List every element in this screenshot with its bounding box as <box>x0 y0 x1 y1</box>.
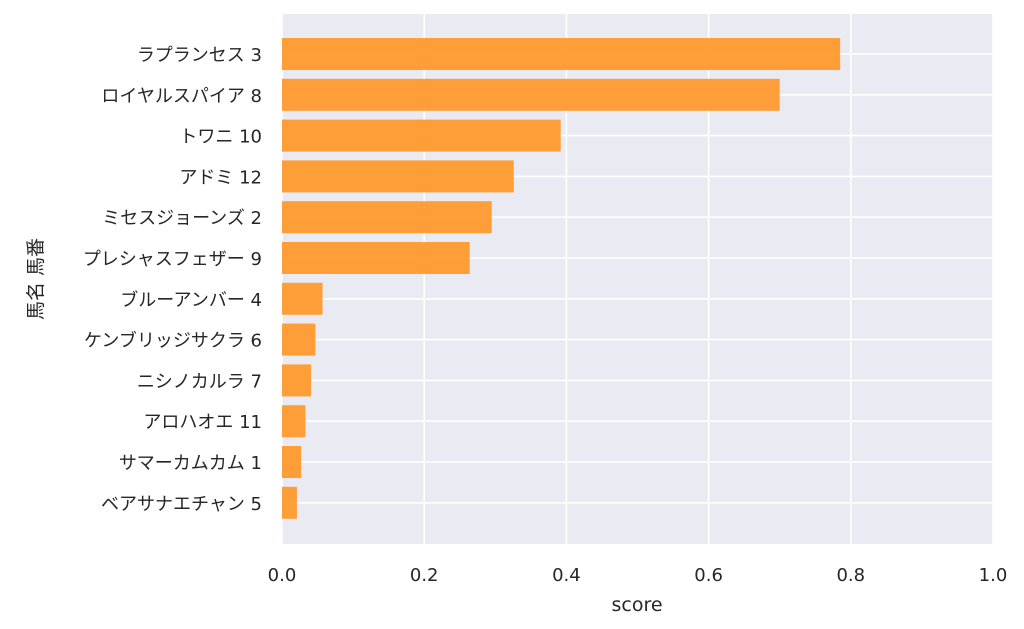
bars <box>282 38 841 519</box>
bar <box>282 78 780 111</box>
y-axis-label: 馬名 馬番 <box>25 238 47 320</box>
y-tick-label: ニシノカルラ 7 <box>137 371 262 392</box>
x-tick-labels: 0.0 0.2 0.4 0.6 0.8 1.0 <box>268 565 1008 586</box>
y-tick-label: ベアサナエチャン 5 <box>101 494 262 515</box>
bar <box>282 38 841 70</box>
y-tick-label: ミセスジョーンズ 2 <box>102 208 262 229</box>
y-tick-label: ブルーアンバー 4 <box>120 289 262 311</box>
bar <box>282 405 306 438</box>
y-tick-label: プレシャスフェザー 9 <box>83 249 262 270</box>
x-tick-label: 0.0 <box>268 565 297 586</box>
y-tick-label: ロイヤルスパイア 8 <box>101 86 262 107</box>
y-tick-label: アロハオエ 11 <box>143 412 262 433</box>
bar <box>282 446 302 478</box>
y-tick-label: トワニ 10 <box>179 127 262 148</box>
x-tick-label: 1.0 <box>979 565 1008 586</box>
y-tick-label: サマーカムカム 1 <box>119 453 262 474</box>
x-tick-label: 0.4 <box>552 565 581 586</box>
bar <box>282 364 312 397</box>
y-tick-label: アドミ 12 <box>179 167 262 188</box>
x-axis-label: score <box>611 594 662 616</box>
bar <box>282 160 514 193</box>
x-tick-label: 0.6 <box>694 565 723 586</box>
bar <box>282 486 297 519</box>
x-tick-label: 0.2 <box>410 565 439 586</box>
y-tick-labels: ラプランセス 3 ロイヤルスパイア 8 トワニ 10 アドミ 12 ミセスジョーンズ 2… <box>83 45 262 515</box>
bar <box>282 323 316 356</box>
y-tick-label: ケンブリッジサクラ 6 <box>84 330 262 352</box>
bar <box>282 119 561 152</box>
y-tick-label: ラプランセス 3 <box>137 45 262 66</box>
x-tick-label: 0.8 <box>836 565 865 586</box>
bar <box>282 282 323 315</box>
bar <box>282 242 470 274</box>
bar <box>282 201 492 234</box>
